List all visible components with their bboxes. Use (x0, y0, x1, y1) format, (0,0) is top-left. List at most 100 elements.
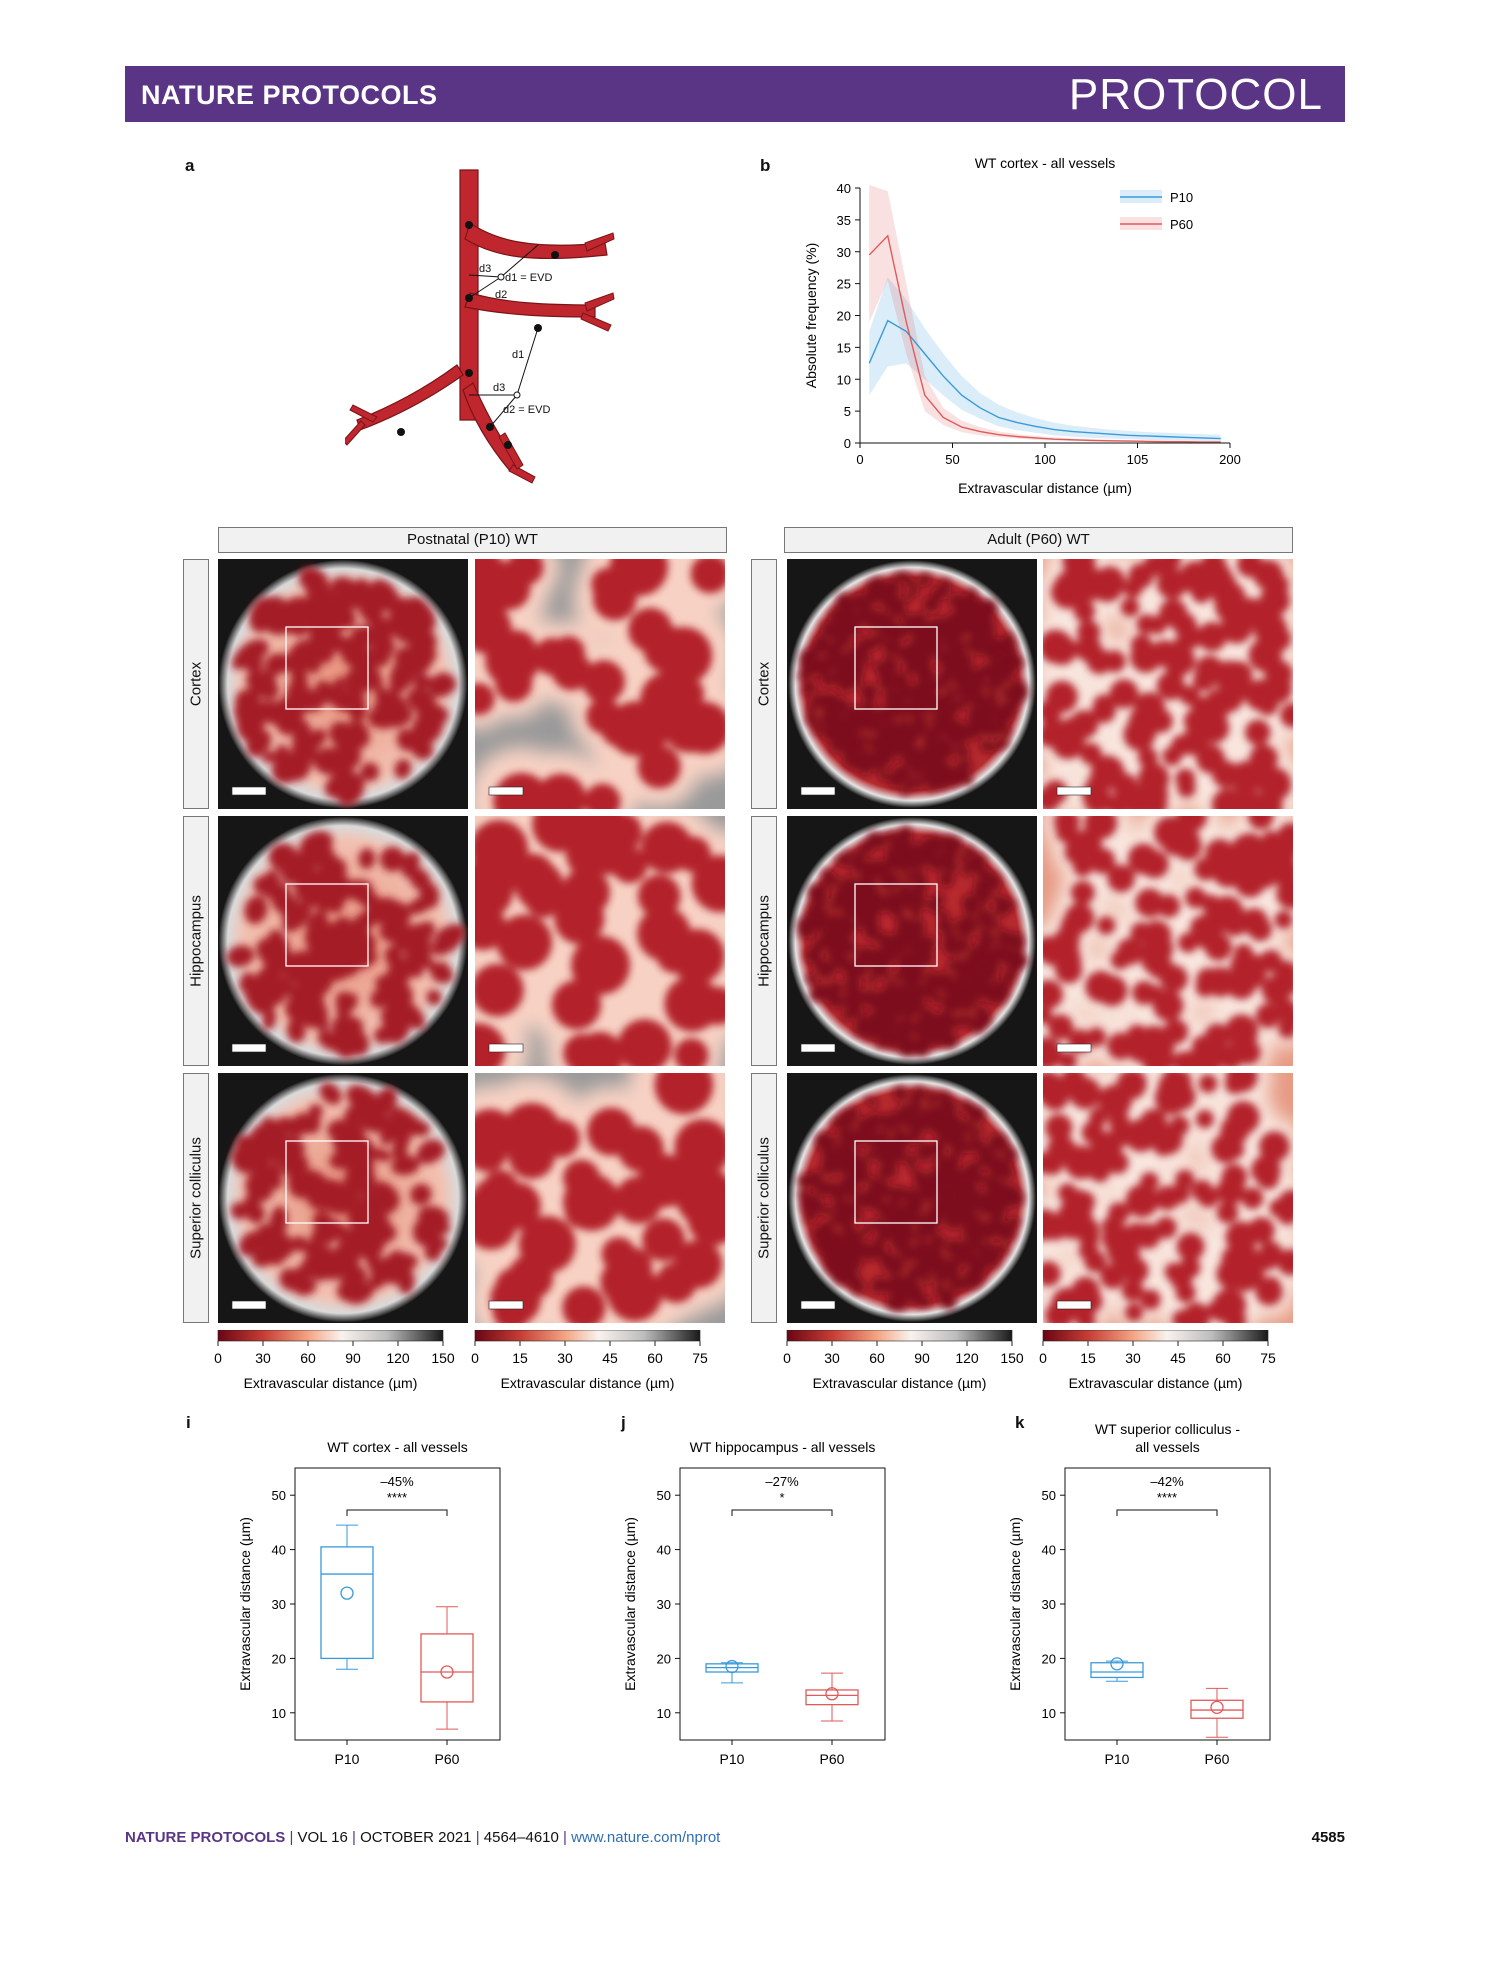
rowstrip-hippocampus-right: Hippocampus (751, 816, 777, 1066)
vessel-core (1073, 600, 1096, 622)
vessel-blob (858, 703, 876, 719)
vessel-blob (972, 866, 995, 880)
vessel-blob (836, 698, 850, 707)
vessel-core (1127, 843, 1159, 875)
vessel-blob (410, 1183, 432, 1206)
vessel-blob (287, 1170, 307, 1194)
vessel-blob (865, 1147, 874, 1162)
vessel-blob (806, 911, 823, 928)
distance-heatmap (218, 1073, 468, 1323)
vessel-blob (886, 871, 900, 887)
y-tick-label: 40 (837, 181, 851, 196)
vessel-core (1213, 581, 1246, 614)
vessel-blob (906, 683, 925, 696)
vessel-blob (396, 728, 417, 752)
vessel-blob (877, 612, 891, 628)
vessel-blob (987, 1189, 1005, 1209)
vessel-core (1046, 1135, 1077, 1165)
rowstrip-cortex-left: Cortex (183, 559, 209, 809)
colorbar-tick-label: 90 (914, 1350, 930, 1366)
vessel-blob (915, 919, 926, 932)
colorbar-tick-label: 0 (214, 1350, 222, 1366)
vessel-blob (292, 1026, 306, 1041)
vessel-cores (475, 816, 725, 1066)
vessel-blob (953, 937, 971, 956)
vessel-blob (867, 1018, 884, 1035)
vessel-blob (944, 1210, 962, 1231)
vessel-blob (925, 834, 945, 854)
zoom-region-box (285, 883, 369, 967)
vessel-core (698, 986, 725, 1026)
vessel-blob (960, 689, 972, 700)
vessel-blob (937, 777, 949, 791)
vessel-blob (930, 1120, 945, 1137)
colorbar-tick-label: 75 (1260, 1350, 1276, 1366)
vessel-core (654, 1073, 714, 1115)
vessel-blob (829, 896, 844, 912)
row-label-hippocampus: Hippocampus (187, 895, 205, 987)
vessel-blob (838, 1179, 848, 1194)
vessel-blob (825, 873, 843, 886)
vessel-blob (942, 662, 957, 673)
vessel-core (1108, 1126, 1130, 1148)
vessel-blob (397, 1000, 426, 1030)
vessel-blobs (226, 830, 466, 1059)
vessel-blob (940, 1008, 953, 1020)
vessel-blob (322, 851, 338, 868)
vessel-blob (843, 650, 858, 667)
vessel-blob (868, 735, 884, 752)
vessel-blob (360, 762, 380, 782)
vessel-blob (374, 1086, 398, 1116)
vessel-blob (315, 646, 334, 664)
x-category-label: P60 (1205, 1751, 1230, 1767)
vessel-core (475, 963, 524, 1017)
vessel-blob (974, 1010, 990, 1024)
vessel-blob (909, 661, 921, 673)
vessel-blob (861, 715, 882, 733)
vessel-blob (864, 865, 875, 877)
mean-marker (1210, 1700, 1224, 1715)
vessel-core (571, 935, 630, 995)
vessel-blob (830, 657, 843, 669)
vessel-blob (973, 1253, 990, 1270)
vessel-blob (911, 1043, 924, 1054)
significance-stars: * (779, 1490, 784, 1505)
vessel-blob (808, 694, 822, 710)
footer-url[interactable]: www.nature.com/nprot (571, 1829, 721, 1846)
vessel-core (1277, 1019, 1293, 1039)
vessel-core (1249, 744, 1279, 773)
boxplot-cortex: WT cortex - all vessels 10 20 30 40 50 Extrava… (237, 1439, 501, 1767)
vessel-blob (847, 742, 859, 756)
vessel-blob (397, 924, 423, 954)
y-tick-label: 50 (272, 1488, 286, 1503)
boxplot-title: WT cortex - all vessels (327, 1439, 468, 1455)
vessel-blob (938, 851, 950, 865)
vessel-blob (336, 772, 365, 807)
vessel-blob (833, 1157, 852, 1175)
vessel-blob (921, 577, 930, 586)
y-tick-label: 20 (837, 309, 851, 324)
scale-bar (1056, 1300, 1092, 1310)
vessel-core (1121, 1279, 1144, 1302)
vessel-core (1194, 857, 1218, 881)
vessel-blob (896, 605, 907, 616)
vessel-blob (389, 694, 407, 712)
vessel-core (1043, 1261, 1061, 1287)
vessel-blob (846, 1250, 863, 1271)
vessel-blob (854, 1136, 865, 1147)
vessel-blob (904, 591, 913, 603)
vessel-blob (963, 1267, 979, 1283)
vessel-blob (839, 881, 853, 897)
vessel-blob (1000, 687, 1011, 699)
vessel-blob (964, 845, 975, 857)
vessel-blob (859, 650, 870, 664)
vessel-blob (311, 728, 327, 746)
vessel-blob (913, 957, 924, 970)
vessel-core (1145, 985, 1165, 1005)
vessel-core (1154, 1216, 1177, 1239)
vessel-core (637, 745, 681, 789)
mean-marker (340, 1586, 354, 1600)
vessel-blob (309, 1114, 321, 1134)
vessel-core (1124, 1303, 1144, 1322)
vessel-core (1045, 636, 1070, 662)
